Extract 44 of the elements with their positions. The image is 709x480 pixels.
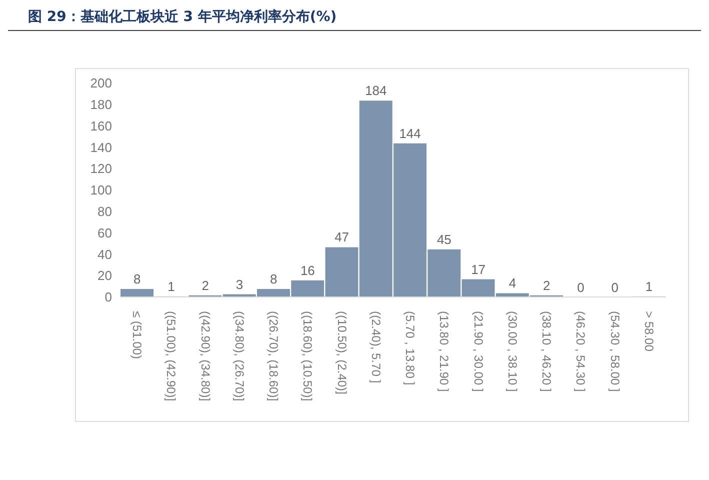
data-label: 8 <box>270 271 278 286</box>
data-label: 3 <box>236 276 244 292</box>
data-label: 47 <box>334 230 350 245</box>
x-tick-label: (5.70 , 13.80 ] <box>403 311 418 386</box>
x-tick-label: ((18.60), (10.50)] <box>300 311 315 402</box>
x-tick-label: > 58.00 <box>642 311 656 352</box>
data-label: 184 <box>365 83 387 98</box>
x-tick-label: ((26.70), (18.60)] <box>266 311 281 402</box>
x-tick-label: (21.90 , 30.00 ] <box>471 311 486 392</box>
x-tick-label: (13.80 , 21.90 ] <box>437 311 452 392</box>
y-tick-label: 0 <box>104 290 112 305</box>
data-label: 0 <box>577 280 584 295</box>
data-label: 2 <box>542 278 550 293</box>
y-tick-label: 100 <box>90 182 112 198</box>
data-label: 144 <box>399 126 421 141</box>
x-tick-label: ((51.00), (42.90)] <box>164 311 178 402</box>
data-label: 2 <box>202 278 209 293</box>
x-tick-label: (46.20 , 54.30 ] <box>574 311 588 392</box>
data-label: 4 <box>508 276 516 291</box>
chart-title: 图 29：基础化工板块近 3 年平均净利率分布(%) <box>8 8 701 31</box>
y-tick-label: 20 <box>98 268 112 284</box>
x-tick-label: ((2.40), 5.70 ] <box>368 311 383 384</box>
data-label: 17 <box>471 262 486 277</box>
y-tick-label: 40 <box>98 246 112 262</box>
data-label: 45 <box>436 232 452 247</box>
x-tick-label: ≤ (51.00) <box>130 311 144 359</box>
y-tick-label: 60 <box>98 225 112 240</box>
data-label: 16 <box>300 262 315 278</box>
x-tick-label: ((34.80), (26.70)] <box>232 311 246 402</box>
y-tick-label: 200 <box>90 76 112 91</box>
x-tick-label: ((42.90), (34.80)] <box>198 311 212 402</box>
data-label: 0 <box>611 280 618 295</box>
x-tick-label: ((10.50), (2.40)] <box>334 311 349 394</box>
x-tick-label: (30.00 , 38.10 ] <box>505 311 520 392</box>
y-tick-label: 180 <box>90 97 112 112</box>
y-tick-label: 80 <box>98 204 112 220</box>
y-tick-label: 160 <box>90 118 112 134</box>
data-label: 8 <box>133 271 141 286</box>
x-tick-label: (38.10 , 46.20 ] <box>540 311 554 392</box>
data-label: 1 <box>645 278 653 294</box>
data-label: 1 <box>168 278 175 294</box>
y-tick-label: 120 <box>90 161 112 176</box>
y-tick-label: 140 <box>90 140 112 155</box>
x-tick-label: (54.30 , 58.00 ] <box>608 311 622 392</box>
